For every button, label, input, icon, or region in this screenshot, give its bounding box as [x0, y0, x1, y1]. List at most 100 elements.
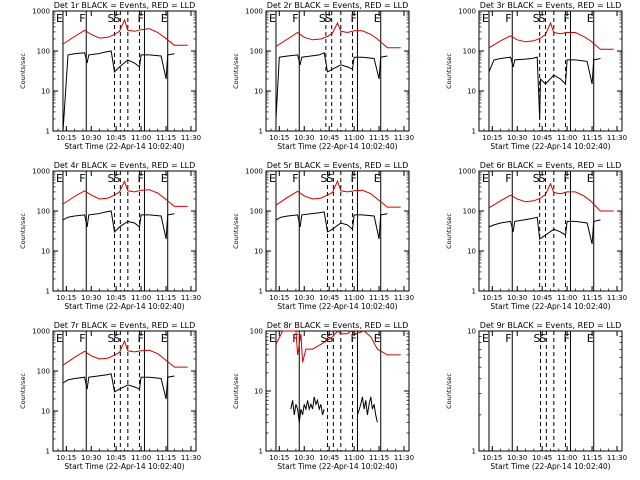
- event-marker-label: F: [137, 172, 143, 185]
- y-tick-label: 1: [46, 448, 50, 456]
- x-tick-label: 11:30: [607, 134, 627, 142]
- y-axis-label: Counts/sec: [232, 213, 240, 249]
- event-marker-label: E: [269, 332, 276, 345]
- detector-panel-3: Det 3r BLACK = Events, RED = LLD 1 10 100 10…: [445, 1, 627, 151]
- event-marker-label: F: [350, 332, 356, 345]
- event-marker-label: F: [137, 332, 143, 345]
- x-tick-label: 10:30: [81, 134, 101, 142]
- x-tick-label: 11:15: [369, 134, 389, 142]
- x-tick-label: 10:30: [294, 134, 314, 142]
- x-axis-label: Start Time (22-Apr-14 10:02:40): [490, 302, 610, 311]
- y-axis-label: Counts/sec: [445, 373, 453, 409]
- x-tick-label: 11:30: [181, 454, 201, 462]
- x-tick-label: 11:30: [394, 134, 414, 142]
- detector-panel-2: Det 2r BLACK = Events, RED = LLD 1 10 100 10…: [232, 1, 414, 151]
- panel-title: Det 2r BLACK = Events, RED = LLD: [267, 1, 409, 10]
- y-tick-label: 1000: [32, 328, 50, 336]
- y-tick-label: 10: [467, 88, 476, 96]
- events-series-line: [357, 396, 378, 423]
- event-marker-label: E: [482, 172, 489, 185]
- x-tick-label: 10:30: [507, 294, 527, 302]
- x-tick-label: 11:00: [344, 294, 364, 302]
- lld-series-line: [62, 339, 188, 368]
- event-marker-label: F: [79, 332, 85, 345]
- x-tick-label: 11:15: [582, 134, 602, 142]
- x-tick-label: 10:45: [106, 294, 126, 302]
- x-tick-label: 10:15: [269, 454, 289, 462]
- y-tick-label: 1000: [245, 8, 263, 16]
- events-series-line: [488, 216, 601, 245]
- panel-title: Det 1r BLACK = Events, RED = LLD: [54, 1, 196, 10]
- x-tick-label: 10:30: [294, 454, 314, 462]
- x-tick-label: 10:30: [507, 454, 527, 462]
- x-tick-label: 11:00: [131, 454, 151, 462]
- x-axis-label: Start Time (22-Apr-14 10:02:40): [277, 462, 397, 471]
- event-marker-label: S: [325, 12, 332, 25]
- events-series-line: [62, 50, 175, 132]
- plot-frame: [478, 10, 623, 132]
- y-tick-label: 1: [46, 128, 50, 136]
- events-series-line: [290, 396, 325, 423]
- x-tick-label: 10:45: [319, 134, 339, 142]
- plot-frame: [478, 330, 623, 452]
- x-tick-label: 10:45: [106, 454, 126, 462]
- event-marker-label: F: [505, 332, 511, 345]
- x-tick-label: 10:15: [56, 454, 76, 462]
- x-tick-label: 10:45: [106, 134, 126, 142]
- event-marker-label: E: [482, 12, 489, 25]
- lld-series-line: [488, 182, 614, 212]
- y-axis-label: Counts/sec: [19, 53, 27, 89]
- y-tick-label: 10: [254, 248, 263, 256]
- y-axis-label: Counts/sec: [445, 53, 453, 89]
- event-marker-label: S: [539, 12, 546, 25]
- x-tick-label: 10:30: [507, 134, 527, 142]
- y-tick-label: 10: [467, 248, 476, 256]
- plot-frame: [52, 170, 197, 292]
- y-tick-label: 100: [37, 368, 50, 376]
- events-series-line: [62, 210, 175, 240]
- x-tick-label: 11:15: [156, 294, 176, 302]
- event-marker-label: S: [321, 332, 328, 345]
- x-tick-label: 10:30: [81, 454, 101, 462]
- panel-title: Det 5r BLACK = Events, RED = LLD: [267, 161, 409, 170]
- x-tick-label: 10:15: [269, 294, 289, 302]
- y-tick-label: 1000: [245, 168, 263, 176]
- x-tick-label: 10:15: [482, 134, 502, 142]
- lld-series-line: [488, 21, 614, 50]
- y-axis-label: Counts/sec: [232, 373, 240, 409]
- x-axis-label: Start Time (22-Apr-14 10:02:40): [490, 142, 610, 151]
- x-axis-label: Start Time (22-Apr-14 10:02:40): [64, 302, 184, 311]
- event-marker-label: E: [374, 12, 381, 25]
- event-marker-label: E: [374, 332, 381, 345]
- event-marker-label: S: [321, 172, 328, 185]
- x-tick-label: 11:15: [156, 454, 176, 462]
- detector-panel-8: Det 8r BLACK = Events, RED = LLD 1 10 100 10…: [232, 321, 414, 471]
- x-tick-label: 10:15: [482, 294, 502, 302]
- x-tick-label: 11:15: [582, 294, 602, 302]
- x-tick-label: 10:45: [319, 454, 339, 462]
- event-marker-label: S: [108, 172, 115, 185]
- x-tick-label: 11:00: [344, 454, 364, 462]
- x-tick-label: 10:15: [482, 454, 502, 462]
- y-tick-label: 1000: [32, 168, 50, 176]
- y-tick-label: 10: [467, 328, 476, 336]
- x-tick-label: 11:00: [557, 294, 577, 302]
- x-tick-label: 10:45: [532, 454, 552, 462]
- x-tick-label: 11:15: [156, 134, 176, 142]
- x-tick-label: 10:45: [319, 294, 339, 302]
- events-series-line: [62, 373, 175, 400]
- y-tick-label: 10: [254, 388, 263, 396]
- x-tick-label: 11:30: [607, 454, 627, 462]
- events-series-line: [275, 211, 388, 240]
- y-tick-label: 1: [472, 128, 476, 136]
- panel-title: Det 3r BLACK = Events, RED = LLD: [480, 1, 622, 10]
- event-marker-label: F: [79, 172, 85, 185]
- y-tick-label: 10: [41, 248, 50, 256]
- y-tick-label: 1000: [458, 168, 476, 176]
- panel-title: Det 7r BLACK = Events, RED = LLD: [54, 321, 196, 330]
- plot-frame: [265, 170, 410, 292]
- x-tick-label: 10:45: [532, 294, 552, 302]
- detector-panel-7: Det 7r BLACK = Events, RED = LLD 1 10 100 10…: [19, 321, 201, 471]
- y-tick-label: 1: [46, 288, 50, 296]
- panel-title: Det 8r BLACK = Events, RED = LLD: [267, 321, 409, 330]
